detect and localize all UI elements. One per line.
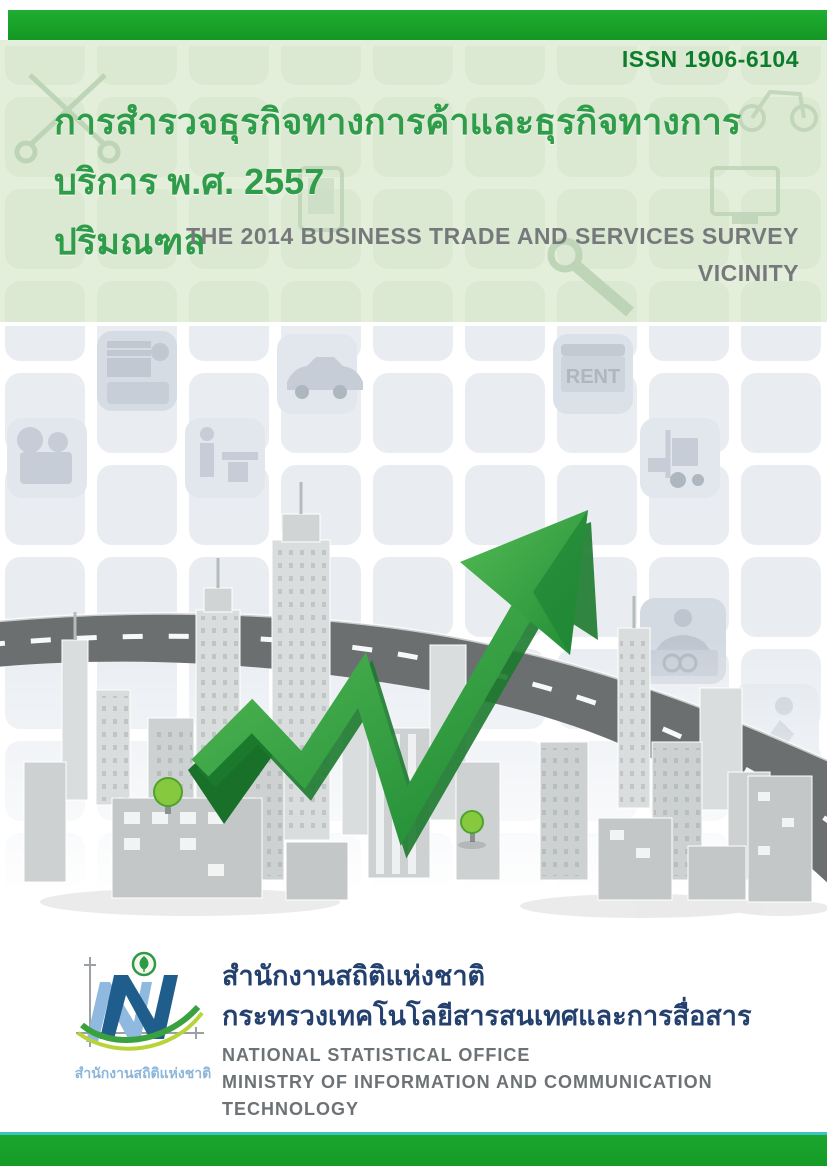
movie-camera-icon [7, 418, 87, 498]
top-green-bar [8, 10, 827, 40]
smartphone-icon [298, 166, 344, 232]
publisher-ministry-english: MINISTRY OF INFORMATION AND COMMUNICATIO… [222, 1072, 713, 1119]
title-english: THE 2014 BUSINESS TRADE AND SERVICES SUR… [29, 218, 799, 292]
vendor-booth-icon [97, 331, 177, 411]
title-thai: การสำรวจธุรกิจทางการค้าและธุรกิจทางการบร… [54, 92, 814, 272]
svg-text:RENT: RENT [566, 366, 620, 388]
title-thai-line2: ปริมณฑล [54, 221, 206, 262]
logo-caption: สำนักงานสถิติแห่งชาติ [74, 1065, 212, 1081]
rent-sign-icon: RENT [553, 334, 633, 414]
logo-swoosh-green [80, 1004, 201, 1043]
bottom-green-bar [0, 1132, 827, 1166]
reception-counter-icon [185, 418, 265, 498]
publisher-org-english: NATIONAL STATISTICAL OFFICE [222, 1045, 531, 1065]
growth-arrow [188, 510, 598, 859]
logo-tree-icon [139, 956, 149, 972]
scissors-icon [14, 73, 121, 164]
title-english-line2: VICINITY [697, 260, 799, 286]
publisher-ministry-thai: กระทรวงเทคโนโลยีสารสนเทศและการสื่อสาร [222, 1001, 752, 1031]
title-thai-line1: การสำรวจธุรกิจทางการค้าและธุรกิจทางการบร… [54, 101, 742, 202]
title-english-line1: THE 2014 BUSINESS TRADE AND SERVICES SUR… [186, 223, 799, 249]
header-tile-background [0, 40, 827, 322]
publisher-org-thai: สำนักงานสถิติแห่งชาติ [222, 961, 486, 991]
forklift-icon [640, 418, 720, 498]
computer-icon [710, 166, 780, 224]
wrench-icon [547, 237, 634, 317]
logo-swoosh-lime [76, 1011, 204, 1051]
tree-icon [153, 777, 486, 849]
publisher-block: สำนักงานสถิติแห่งชาติ กระทรวงเทคโนโลยีสา… [222, 956, 812, 1123]
car-icon [277, 334, 363, 414]
city-buildings [23, 482, 813, 903]
nso-logo [76, 951, 204, 1051]
motorcycle-icon [738, 89, 818, 132]
logo-n-dark [100, 975, 178, 1039]
issn-number: ISSN 1906-6104 [621, 46, 799, 72]
